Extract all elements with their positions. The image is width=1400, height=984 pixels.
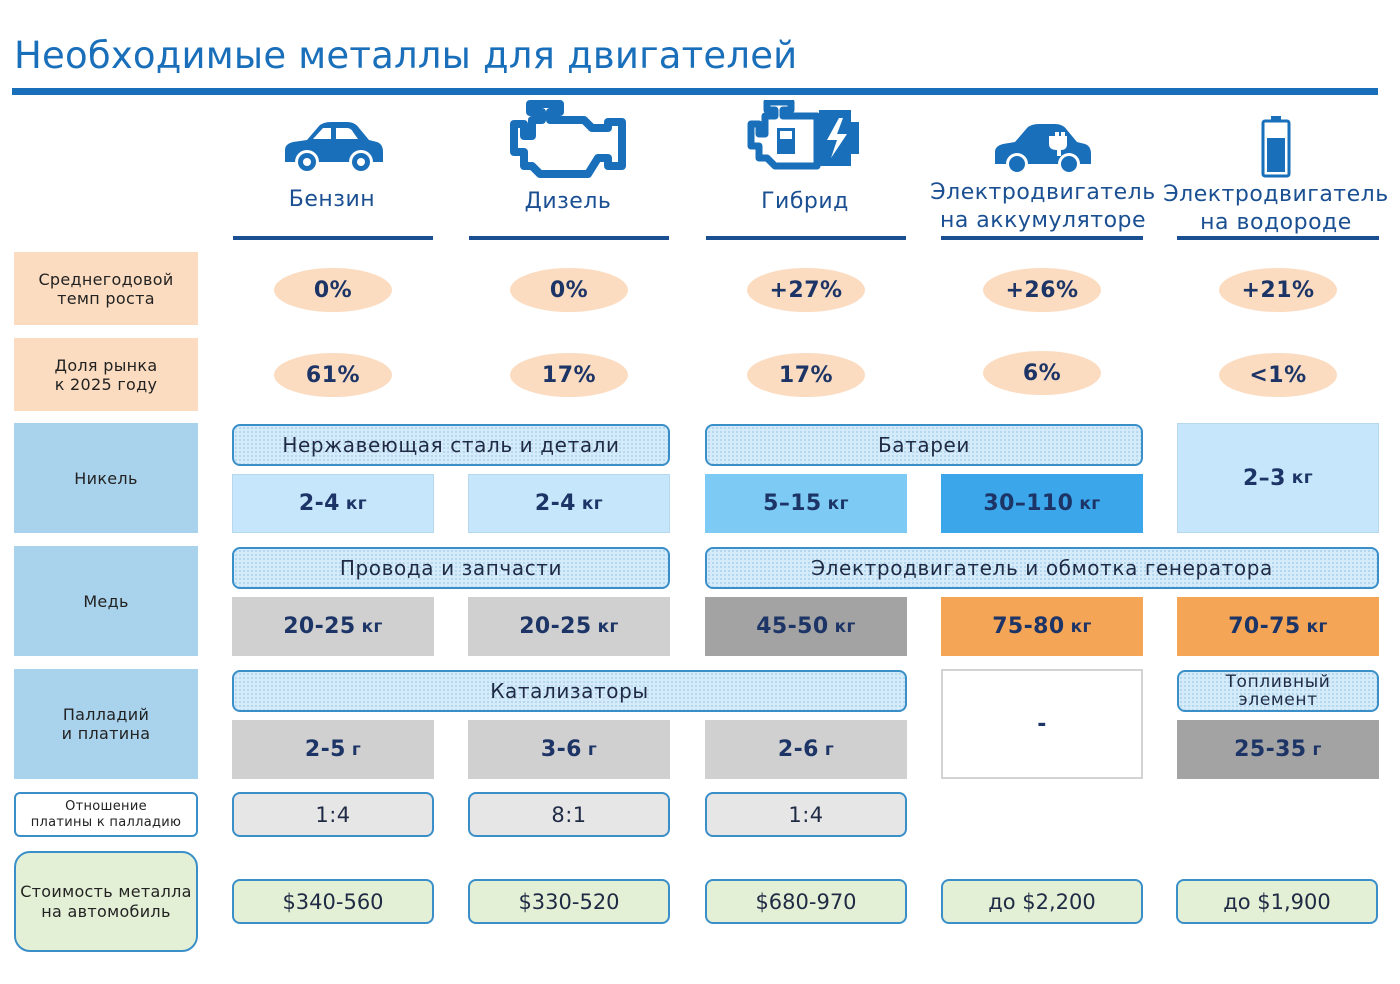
market-share-value: <1%	[1219, 353, 1337, 397]
copper-usage-band: Провода и запчасти	[232, 547, 670, 589]
growth-value: 0%	[510, 268, 628, 312]
page-title: Необходимые металлы для двигателей	[14, 34, 798, 77]
market-share-value: 17%	[510, 353, 628, 397]
copper-amount: 45-50 кг	[705, 597, 907, 656]
column-title-gasoline: Бензин	[288, 187, 376, 212]
market-share-value: 61%	[274, 353, 392, 397]
growth-value: +26%	[983, 268, 1101, 312]
nickel-amount: 2-4 кг	[232, 474, 434, 533]
car-icon	[232, 118, 432, 178]
column-title-diesel: Дизель	[524, 189, 612, 214]
platinum-palladium-ratio: 1:4	[705, 792, 907, 837]
battery-icon	[1176, 116, 1376, 178]
copper-usage-band: Электродвигатель и обмотка генератора	[705, 547, 1379, 589]
platinum-palladium-ratio: 1:4	[232, 792, 434, 837]
growth-value: +27%	[747, 268, 865, 312]
market-share-value: 6%	[983, 351, 1101, 395]
palladium-amount: 3-6 г	[468, 720, 670, 779]
copper-amount: 75-80 кг	[941, 597, 1143, 656]
metal-cost: до $1,900	[1176, 879, 1378, 924]
palladium-amount: 2-5 г	[232, 720, 434, 779]
column-title-hydrogen-ev: Электродвигатель на водороде	[1163, 182, 1389, 235]
growth-value: +21%	[1219, 268, 1337, 312]
hybrid-engine-icon	[705, 100, 905, 176]
row-label-market-share: Доля рынка к 2025 году	[14, 338, 198, 411]
metal-cost: $330-520	[468, 879, 670, 924]
title-divider	[12, 88, 1378, 95]
metal-cost: $340-560	[232, 879, 434, 924]
row-label-growth: Среднегодовой темп роста	[14, 252, 198, 325]
platinum-palladium-ratio: 8:1	[468, 792, 670, 837]
market-share-value: 17%	[747, 353, 865, 397]
nickel-amount: 5–15 кг	[705, 474, 907, 533]
nickel-amount: 30–110 кг	[941, 474, 1143, 533]
engine-icon	[468, 100, 668, 184]
metal-cost: $680-970	[705, 879, 907, 924]
palladium-usage-band: Катализаторы	[232, 670, 907, 712]
palladium-amount-empty: -	[941, 669, 1143, 779]
row-label-cost: Стоимость металла на автомобиль	[14, 851, 198, 952]
column-divider	[706, 236, 906, 240]
column-divider	[233, 236, 433, 240]
growth-value: 0%	[274, 268, 392, 312]
copper-amount: 20-25 кг	[468, 597, 670, 656]
row-label-copper: Медь	[14, 546, 198, 656]
row-label-palladium-platinum: Палладий и платина	[14, 669, 198, 779]
palladium-amount: 25-35 г	[1177, 720, 1379, 779]
electric-car-icon	[940, 122, 1146, 180]
column-title-hybrid: Гибрид	[761, 189, 849, 214]
nickel-amount: 2–3 кг	[1177, 423, 1379, 533]
column-divider	[469, 236, 669, 240]
nickel-usage-band: Нержавеющая сталь и детали	[232, 424, 670, 466]
nickel-usage-band: Батареи	[705, 424, 1143, 466]
row-label-nickel: Никель	[14, 423, 198, 533]
column-divider	[1177, 236, 1379, 240]
row-label-ratio: Отношение платины к палладию	[14, 792, 198, 837]
copper-amount: 70-75 кг	[1177, 597, 1379, 656]
column-divider	[941, 236, 1143, 240]
palladium-amount: 2-6 г	[705, 720, 907, 779]
column-title-battery-ev: Электродвигатель на аккумуляторе	[930, 180, 1156, 233]
metal-cost: до $2,200	[941, 879, 1143, 924]
nickel-amount: 2-4 кг	[468, 474, 670, 533]
copper-amount: 20-25 кг	[232, 597, 434, 656]
fuel-cell-band: Топливный элемент	[1177, 670, 1379, 712]
